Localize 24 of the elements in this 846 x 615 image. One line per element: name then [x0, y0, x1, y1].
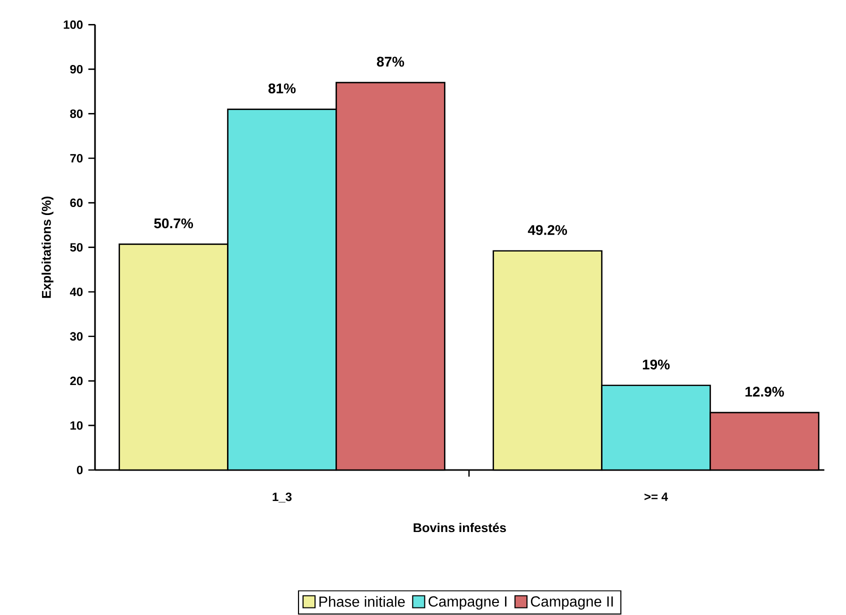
y-tick-label: 50 [70, 243, 83, 252]
y-tick-label: 40 [70, 288, 83, 296]
x-tick-label: 1_3 [272, 492, 292, 503]
y-tick-label: 20 [70, 376, 83, 386]
y-axis-title: Exploitations (%) [42, 196, 54, 298]
y-tick-label: 10 [70, 421, 83, 430]
x-tick-label: >= 4 [644, 492, 668, 502]
data-label: 49.2% [528, 225, 568, 236]
data-label: 19% [642, 360, 670, 370]
y-tick-label: 100 [64, 20, 83, 30]
y-tick-label: 80 [70, 110, 83, 118]
y-tick-label: 60 [70, 198, 83, 208]
data-label: 12.9% [746, 386, 784, 397]
y-tick-label: 90 [70, 65, 83, 74]
y-tick-label: 70 [70, 154, 83, 163]
data-label: 50.7% [154, 218, 194, 229]
data-label: 81% [268, 84, 296, 94]
legend-label: Phase initiale [319, 596, 405, 608]
y-tick-label: 0 [76, 466, 83, 474]
x-axis-title: Bovins infestés [414, 522, 506, 532]
legend-label: Campagne I [428, 596, 506, 610]
legend-label: Campagne II [530, 596, 613, 610]
data-label: 87% [376, 56, 404, 67]
y-tick-label: 30 [70, 332, 83, 341]
